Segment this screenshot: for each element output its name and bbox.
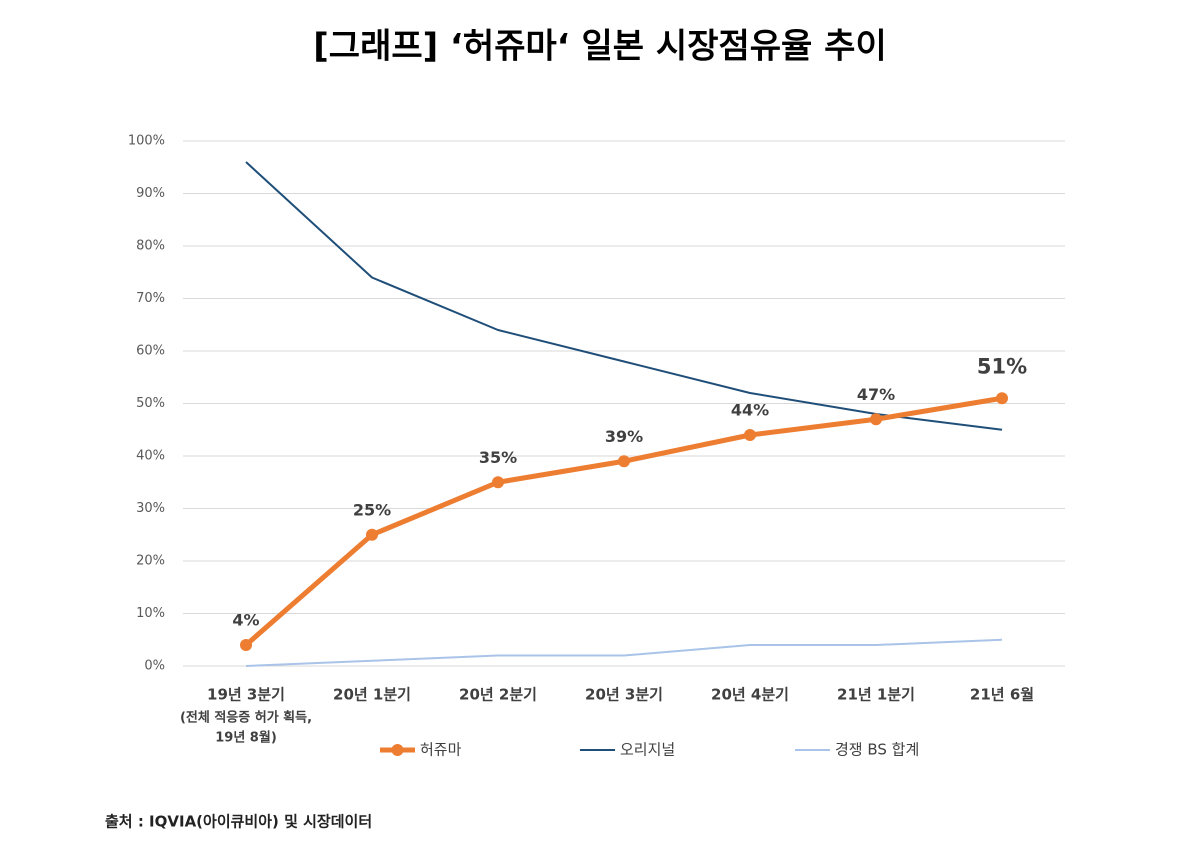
legend-marker <box>391 744 404 756</box>
x-tick-label: 20년 2분기 <box>459 686 537 704</box>
source-note: 출처 : IQVIA(아이큐비아) 및 시장데이터 <box>105 813 372 831</box>
x-tick-label: 19년 3분기 <box>207 686 285 704</box>
legend-label: 오리지널 <box>620 741 675 759</box>
data-point <box>996 392 1008 405</box>
legend-label: 허쥬마 <box>420 741 462 759</box>
data-point <box>870 413 882 426</box>
data-point <box>366 528 378 541</box>
data-label: 51% <box>977 354 1027 378</box>
data-point <box>618 455 630 468</box>
data-point <box>744 429 756 441</box>
x-tick-note: 19년 8월) <box>215 730 277 746</box>
y-tick-label: 40% <box>136 449 165 464</box>
chart-title: [그래프] ‘허쥬마‘ 일본 시장점유율 추이 <box>313 27 886 67</box>
data-point <box>240 639 252 651</box>
data-label: 44% <box>731 401 769 420</box>
x-tick-label: 21년 1분기 <box>837 686 915 704</box>
x-tick-label: 20년 4분기 <box>711 686 789 704</box>
data-label: 4% <box>232 611 259 630</box>
data-label: 35% <box>479 448 517 467</box>
y-tick-label: 60% <box>136 344 165 359</box>
x-tick-note: (전체 적응증 허가 획득, <box>180 710 312 726</box>
x-tick-label: 21년 6월 <box>970 686 1034 704</box>
data-label: 25% <box>353 500 391 519</box>
y-tick-label: 50% <box>136 396 165 411</box>
y-tick-label: 90% <box>136 186 165 201</box>
x-tick-label: 20년 1분기 <box>333 686 411 704</box>
legend-label: 경쟁 BS 합계 <box>835 741 919 759</box>
y-tick-label: 80% <box>136 239 165 254</box>
y-tick-label: 30% <box>136 501 165 516</box>
y-tick-label: 100% <box>128 134 165 149</box>
data-label: 39% <box>605 427 643 446</box>
data-point <box>492 476 504 489</box>
y-tick-label: 0% <box>144 659 165 674</box>
x-tick-label: 20년 3분기 <box>585 686 663 704</box>
data-label: 47% <box>857 385 895 404</box>
y-tick-label: 70% <box>136 291 165 306</box>
y-tick-label: 20% <box>136 554 165 569</box>
y-tick-label: 10% <box>136 606 165 621</box>
series-line <box>245 638 1003 667</box>
